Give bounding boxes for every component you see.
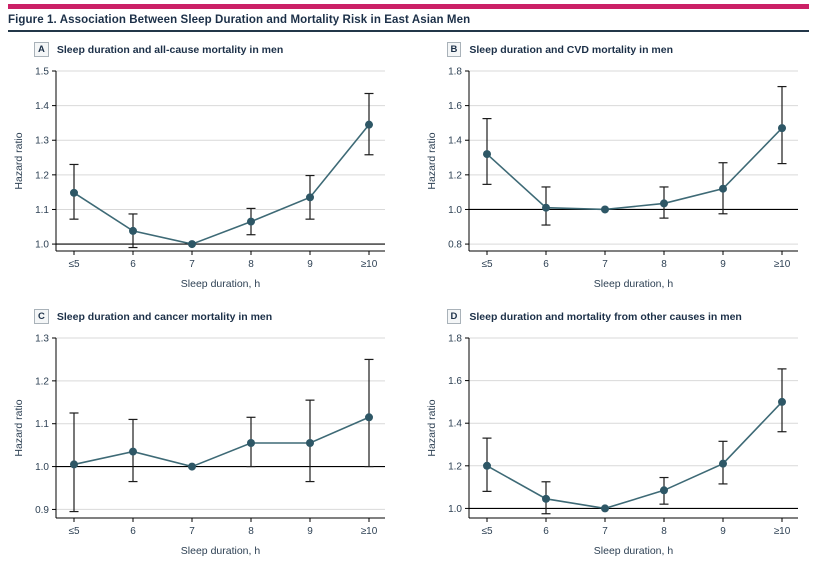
figure-accent-bar xyxy=(8,4,809,9)
svg-text:8: 8 xyxy=(661,526,667,537)
svg-text:≤5: ≤5 xyxy=(68,259,79,270)
svg-text:9: 9 xyxy=(307,259,313,270)
svg-text:0.9: 0.9 xyxy=(35,505,49,516)
svg-text:1.2: 1.2 xyxy=(448,170,462,181)
svg-text:Hazard ratio: Hazard ratio xyxy=(13,132,25,189)
svg-text:8: 8 xyxy=(248,259,254,270)
svg-text:Hazard ratio: Hazard ratio xyxy=(426,132,438,189)
svg-text:Sleep duration, h: Sleep duration, h xyxy=(593,278,673,290)
panel-d-title: Sleep duration and mortality from other … xyxy=(469,310,742,323)
panel-b-title: Sleep duration and CVD mortality in men xyxy=(469,43,673,56)
svg-text:6: 6 xyxy=(543,259,549,270)
svg-text:1.5: 1.5 xyxy=(35,67,49,78)
svg-text:Sleep duration, h: Sleep duration, h xyxy=(181,545,261,557)
svg-text:≥10: ≥10 xyxy=(773,526,790,537)
svg-text:1.8: 1.8 xyxy=(448,67,462,78)
svg-text:1.2: 1.2 xyxy=(35,170,49,181)
svg-text:≤5: ≤5 xyxy=(68,526,79,537)
svg-text:0.8: 0.8 xyxy=(448,240,462,251)
svg-text:1.0: 1.0 xyxy=(448,205,462,216)
svg-text:1.4: 1.4 xyxy=(448,136,462,147)
svg-text:1.1: 1.1 xyxy=(35,205,49,216)
svg-text:7: 7 xyxy=(602,259,608,270)
svg-text:8: 8 xyxy=(248,526,254,537)
panel-c-letter: C xyxy=(34,309,49,324)
svg-text:1.6: 1.6 xyxy=(448,376,462,387)
svg-text:1.4: 1.4 xyxy=(448,419,462,430)
figure-title: Figure 1. Association Between Sleep Dura… xyxy=(8,14,471,26)
svg-text:1.6: 1.6 xyxy=(448,101,462,112)
svg-text:7: 7 xyxy=(602,526,608,537)
panel-a-chart: 1.0 1.1 1.2 1.3 1.4 1.5 ≤5 6 7 8 9 ≥10 Sleep duratio… xyxy=(13,67,385,290)
svg-text:≤5: ≤5 xyxy=(481,526,492,537)
svg-text:6: 6 xyxy=(130,259,136,270)
panel-a-header: A Sleep duration and all-cause mortality… xyxy=(34,42,393,57)
svg-text:Sleep duration, h: Sleep duration, h xyxy=(181,278,261,290)
panel-grid: A Sleep duration and all-cause mortality… xyxy=(0,40,817,566)
svg-text:1.0: 1.0 xyxy=(448,504,462,515)
svg-text:7: 7 xyxy=(189,526,195,537)
panel-c-title: Sleep duration and cancer mortality in m… xyxy=(56,310,273,323)
panel-d-header: D Sleep duration and mortality from othe… xyxy=(446,309,806,324)
panel-d-letter: D xyxy=(446,309,462,324)
svg-text:≥10: ≥10 xyxy=(773,259,790,270)
panel-d-chart: 1.0 1.2 1.4 1.6 1.8 ≤5 6 7 8 9 ≥10 Sleep duration, … xyxy=(426,334,798,557)
title-rule xyxy=(8,30,809,32)
panel-c: C Sleep duration and cancer mortality in… xyxy=(8,307,393,566)
svg-text:1.3: 1.3 xyxy=(35,136,49,147)
svg-text:Hazard ratio: Hazard ratio xyxy=(426,399,438,456)
panel-c-header: C Sleep duration and cancer mortality in… xyxy=(34,309,393,324)
svg-text:1.1: 1.1 xyxy=(35,419,49,430)
svg-text:1.0: 1.0 xyxy=(35,240,49,251)
svg-text:Sleep duration, h: Sleep duration, h xyxy=(593,545,673,557)
panel-a-title: Sleep duration and all-cause mortality i… xyxy=(56,43,284,56)
svg-text:1.0: 1.0 xyxy=(35,462,49,473)
panel-b: B Sleep duration and CVD mortality in me… xyxy=(421,40,806,299)
svg-text:7: 7 xyxy=(189,259,195,270)
svg-text:6: 6 xyxy=(543,526,549,537)
svg-text:1.2: 1.2 xyxy=(448,461,462,472)
svg-text:1.8: 1.8 xyxy=(448,334,462,345)
panel-b-letter: B xyxy=(446,42,462,57)
svg-text:6: 6 xyxy=(130,526,136,537)
svg-text:8: 8 xyxy=(661,259,667,270)
panel-b-header: B Sleep duration and CVD mortality in me… xyxy=(446,42,806,57)
panel-d: D Sleep duration and mortality from othe… xyxy=(421,307,806,566)
svg-text:9: 9 xyxy=(720,259,726,270)
svg-text:Hazard ratio: Hazard ratio xyxy=(13,399,25,456)
svg-text:1.2: 1.2 xyxy=(35,376,49,387)
panel-c-chart: 0.9 1.0 1.1 1.2 1.3 ≤5 6 7 8 9 ≥10 Sleep duration, … xyxy=(13,334,385,557)
svg-text:≤5: ≤5 xyxy=(481,259,492,270)
svg-text:1.4: 1.4 xyxy=(35,101,49,112)
svg-text:≥10: ≥10 xyxy=(361,526,378,537)
panel-a: A Sleep duration and all-cause mortality… xyxy=(8,40,393,299)
panel-a-letter: A xyxy=(34,42,49,57)
svg-text:9: 9 xyxy=(720,526,726,537)
svg-text:9: 9 xyxy=(307,526,313,537)
panel-b-chart: 0.8 1.0 1.2 1.4 1.6 1.8 ≤5 6 7 8 9 ≥10 Sleep duratio… xyxy=(426,67,798,290)
svg-text:≥10: ≥10 xyxy=(361,259,378,270)
svg-text:1.3: 1.3 xyxy=(35,334,49,345)
